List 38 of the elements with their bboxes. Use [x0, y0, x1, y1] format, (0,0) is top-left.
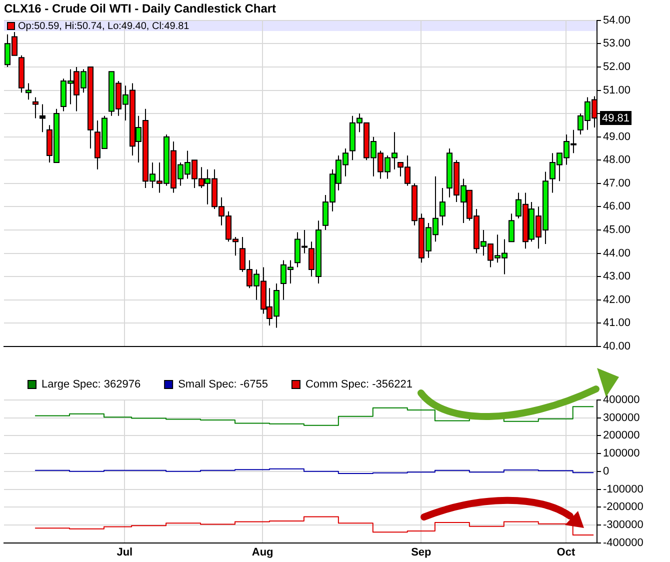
chart-title: CLX16 - Crude Oil WTI - Daily Candlestick Chart: [4, 2, 276, 16]
y-tick-label: 52.00: [603, 61, 631, 74]
y-tick-label: 0: [603, 465, 610, 478]
y-tick-label: 48.00: [603, 154, 631, 166]
candlestick: [32, 96, 38, 119]
y-tick-label: -400000: [603, 536, 644, 549]
y-tick-label: 200000: [603, 430, 640, 442]
legend-label: Comm Spec: -356221: [305, 378, 412, 391]
candlestick: [26, 82, 32, 100]
x-tick-label: Sep: [411, 546, 432, 558]
y-tick-label: -200000: [603, 501, 644, 514]
y-tick-label: -100000: [603, 483, 644, 496]
y-tick-label: 47.00: [603, 177, 631, 190]
y-tick-label: 40.00: [603, 340, 631, 352]
text: 49.81: [602, 112, 630, 124]
y-tick-label: 400000: [603, 394, 640, 406]
y-tick-label: 45.00: [603, 224, 631, 236]
y-tick-label: 43.00: [603, 270, 631, 283]
x-tick-label: Jul: [116, 546, 133, 558]
y-tick-label: 300000: [603, 412, 640, 424]
y-tick-label: 53.00: [603, 38, 631, 50]
y-tick-label: 54.00: [603, 14, 631, 26]
y-tick-label: 44.00: [603, 247, 631, 260]
annotation: Op:50.59, Hi:50.74, Lo:49.40, Cl:49.81: [18, 21, 190, 32]
candlestick: [440, 188, 446, 226]
x-tick-label: Aug: [252, 546, 274, 558]
y-tick-label: 100000: [603, 448, 640, 460]
y-tick-label: 46.00: [603, 200, 631, 213]
x-tick-label: Oct: [556, 546, 576, 558]
candlestick: [40, 104, 46, 133]
legend-label: Large Spec: 362976: [42, 378, 141, 391]
y-tick-label: 49.00: [603, 130, 631, 143]
y-tick-label: -300000: [603, 518, 644, 531]
y-tick-label: 41.00: [603, 317, 631, 330]
candlestick: [508, 213, 514, 242]
y-tick-label: 51.00: [603, 84, 631, 96]
y-tick-label: 42.00: [603, 294, 631, 306]
legend-label: Small Spec: -6755: [178, 378, 268, 391]
